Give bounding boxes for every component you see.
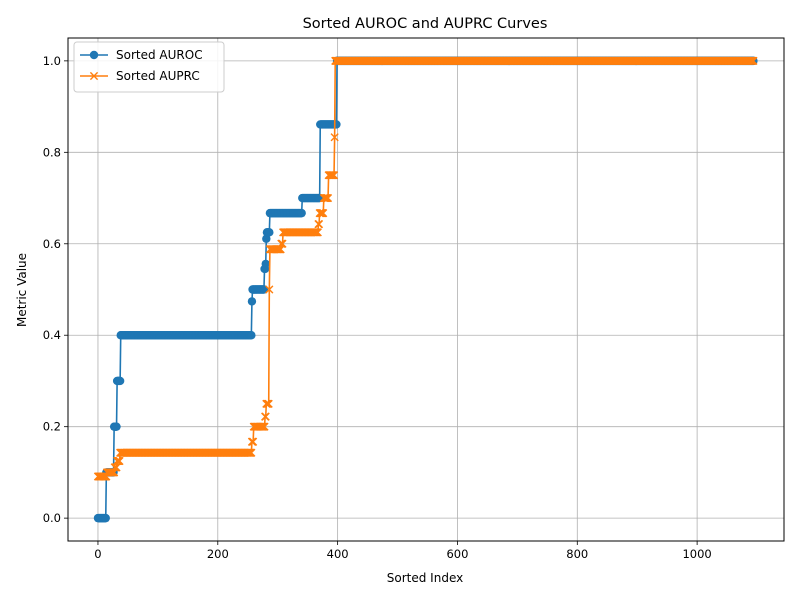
y-tick-label: 0.6 [43,237,61,251]
data-point-marker [329,171,339,180]
data-point-marker [101,513,110,523]
data-point-marker [323,193,333,203]
plot-frame [67,37,785,542]
data-point-marker [319,209,328,218]
x-tick-label: 400 [327,547,349,561]
data-point-marker [262,234,271,243]
y-tick-label: 0.0 [43,511,61,525]
x-tick-label: 600 [446,547,468,561]
legend-label: Sorted AUPRC [116,69,200,83]
data-point-marker [265,228,274,237]
data-point-marker [749,56,758,65]
series-markers [93,56,758,481]
x-axis: 0 200 400 600 800 1000 [94,541,712,561]
y-tick-label: 1.0 [43,54,61,68]
data-point-marker [112,463,121,472]
legend-item: Sorted AUROC [80,48,203,62]
x-tick-label: 0 [94,547,101,561]
data-point-marker [313,228,322,237]
legend-frame [73,41,225,93]
y-tick-label: 0.2 [43,420,61,434]
data-point-marker [89,50,99,60]
data-point-marker [264,399,273,408]
data-point-marker [247,448,256,457]
data-point-marker [261,259,270,269]
data-point-marker [330,133,339,142]
data-point-marker [260,422,269,431]
legend-label: Sorted AUROC [116,48,203,62]
x-tick-label: 200 [207,547,229,561]
data-point-marker [314,220,324,229]
data-point-marker [249,437,258,446]
data-point-marker [332,120,341,129]
data-point-marker [261,412,270,421]
y-tick-label: 0.8 [43,145,61,159]
data-point-marker [259,285,269,294]
data-point-marker [115,376,125,386]
x-axis-label: Sorted Index [387,571,463,585]
data-point-marker [115,456,124,466]
data-point-marker [247,331,256,340]
x-tick-label: 1000 [682,547,711,561]
data-point-marker [278,239,287,248]
series-sorted-auprc [93,56,758,481]
data-point-marker [247,297,257,306]
plot-series [93,56,758,523]
y-tick-label: 0.4 [43,328,61,342]
y-axis-label: Metric Value [15,253,29,327]
data-point-marker [112,422,121,431]
legend-item: Sorted AUPRC [80,69,200,83]
data-point-marker [297,208,306,218]
y-axis: 0.0 0.2 0.4 0.6 0.8 1.0 [43,54,68,525]
legend: Sorted AUROC Sorted AUPRC [73,41,225,93]
data-point-marker [89,71,99,81]
data-point-marker [265,285,274,294]
x-tick-label: 800 [566,547,588,561]
chart-title: Sorted AUROC and AUPRC Curves [303,16,548,32]
